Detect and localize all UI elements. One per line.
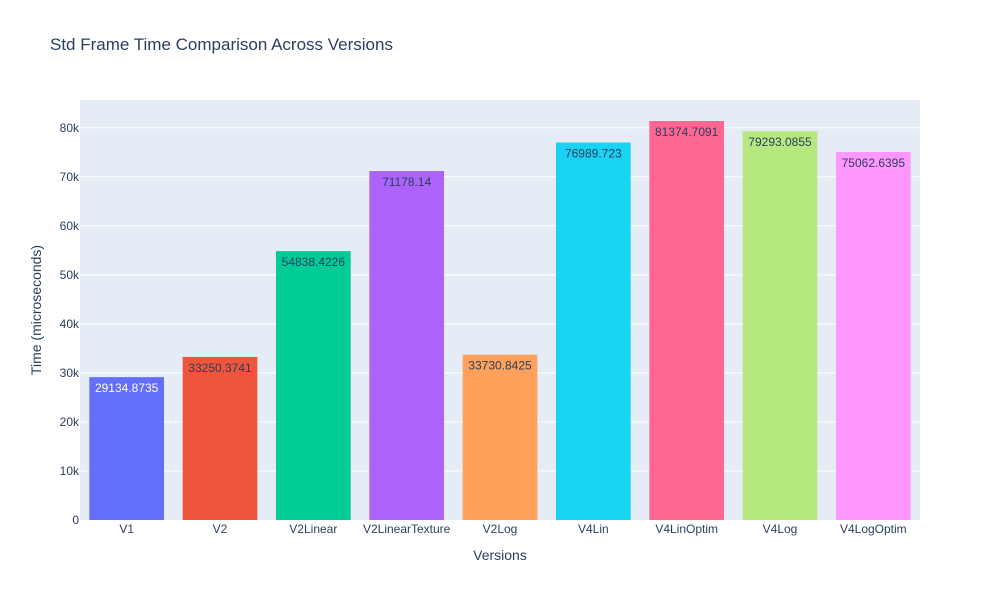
y-tick-label: 40k — [60, 317, 80, 331]
x-axis-ticks: V1 V2 V2Linear V2LinearTexture V2Log V4Lin V4L… — [119, 522, 906, 536]
y-tick-label: 50k — [60, 268, 80, 282]
bar-v2linear — [276, 251, 351, 520]
bar-value-label: 33730.8425 — [468, 359, 532, 373]
x-tick-label: V4LinOptim — [655, 522, 718, 536]
x-tick-label: V4Lin — [578, 522, 609, 536]
bar-value-label: 29134.8735 — [95, 381, 159, 395]
y-axis-title: Time (microseconds) — [28, 245, 44, 375]
bar-v4lin — [556, 142, 631, 520]
x-tick-label: V1 — [119, 522, 134, 536]
y-tick-label: 30k — [60, 366, 80, 380]
x-tick-label: V2Log — [483, 522, 518, 536]
x-tick-label: V4Log — [763, 522, 798, 536]
bar-value-label: 71178.14 — [382, 175, 431, 189]
y-tick-label: 10k — [60, 464, 80, 478]
bars — [89, 121, 911, 521]
x-tick-label: V2Linear — [289, 522, 337, 536]
bar-v1 — [89, 377, 164, 520]
x-axis-title: Versions — [473, 547, 527, 563]
bar-value-label: 81374.7091 — [655, 125, 719, 139]
y-tick-label: 70k — [60, 170, 80, 184]
bar-value-label: 54838.4226 — [282, 255, 346, 269]
bar-value-label: 33250.3741 — [188, 361, 252, 375]
bar-value-label: 76989.723 — [565, 147, 622, 161]
x-tick-label: V2LinearTexture — [363, 522, 451, 536]
y-tick-label: 20k — [60, 415, 80, 429]
y-tick-label: 80k — [60, 121, 80, 135]
bar-labels: 29134.8735 33250.3741 54838.4226 71178.14 33… — [95, 125, 905, 395]
bar-v2 — [182, 356, 258, 520]
x-tick-label: V4LogOptim — [840, 522, 907, 536]
bar-value-label: 79293.0855 — [748, 135, 812, 149]
y-axis-ticks: 0 10k 20k 30k 40k 50k 60k 70k 80k — [60, 121, 80, 527]
y-tick-label: 0 — [72, 513, 79, 527]
bar-v4logoptim — [836, 151, 911, 521]
bar-v4linoptim — [649, 121, 724, 520]
bar-v4log — [742, 131, 818, 520]
bar-v2log — [462, 354, 538, 520]
bar-value-label: 75062.6395 — [842, 156, 906, 170]
y-tick-label: 60k — [60, 219, 80, 233]
chart-title: Std Frame Time Comparison Across Version… — [50, 35, 393, 54]
bar-v2lineartexture — [369, 171, 444, 520]
x-tick-label: V2 — [213, 522, 228, 536]
